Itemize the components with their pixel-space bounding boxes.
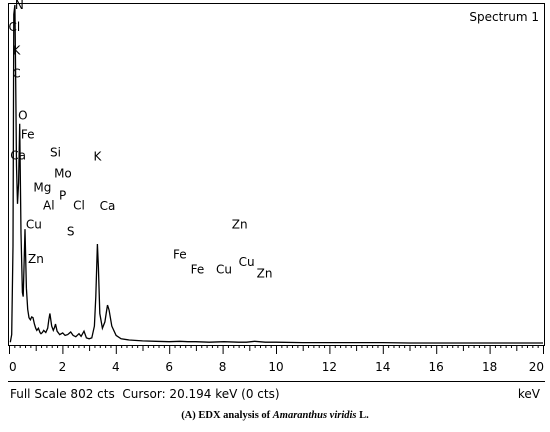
peak-label-k: K	[13, 43, 22, 57]
caption-suffix: L.	[356, 410, 369, 421]
peak-label-fe: Fe	[21, 128, 35, 142]
x-axis-tick-labels: 0 2 4 6 8 10 12 14 16 18 20	[9, 360, 544, 374]
x-tick-label: 6	[165, 360, 173, 374]
x-tick-label: 12	[322, 360, 337, 374]
spectrum-label: Spectrum 1	[469, 10, 539, 24]
peak-label-al: Al	[43, 198, 55, 212]
peak-label-zn: Zn	[232, 217, 248, 231]
peak-label-c: C	[12, 66, 20, 80]
peak-label-zn: Zn	[28, 252, 44, 266]
peak-label-mg: Mg	[33, 180, 51, 194]
x-tick-label: 18	[482, 360, 497, 374]
peak-label-k: K	[93, 150, 102, 164]
peak-label-o: O	[18, 109, 27, 123]
peak-label-mo: Mo	[54, 166, 72, 180]
x-tick-label: 10	[268, 360, 283, 374]
peak-label-si: Si	[50, 146, 61, 160]
caption-prefix: (A) EDX analysis of	[181, 410, 273, 421]
peak-label-cu: Cu	[216, 262, 232, 276]
figure-caption: (A) EDX analysis of Amaranthus viridis L…	[0, 410, 550, 421]
caption-species: Amaranthus viridis	[272, 410, 357, 421]
peak-label-p: P	[59, 189, 66, 203]
peak-label-cu: Cu	[239, 255, 255, 269]
peak-label-ca: Ca	[10, 149, 26, 163]
peak-label-fe: Fe	[191, 262, 205, 276]
peak-label-cl: Cl	[73, 198, 85, 212]
peak-label-n: N	[15, 0, 24, 12]
peak-label-zn: Zn	[257, 267, 273, 281]
x-tick-label: 2	[59, 360, 67, 374]
x-tick-label: 14	[375, 360, 390, 374]
x-axis-ticks	[9, 345, 544, 354]
x-tick-label: 0	[9, 360, 17, 374]
x-tick-label: 16	[429, 360, 444, 374]
x-axis-unit-label: keV	[518, 387, 541, 401]
plot-frame	[8, 3, 545, 346]
x-tick-label: 4	[112, 360, 120, 374]
peak-label-fe: Fe	[173, 248, 187, 262]
peak-label-ca: Ca	[100, 199, 116, 213]
x-tick-label: 8	[219, 360, 227, 374]
spectrum-trace	[9, 4, 543, 344]
peak-label-cu: Cu	[26, 217, 42, 231]
peak-label-s: S	[67, 225, 75, 239]
status-text: Full Scale 802 cts Cursor: 20.194 keV (0…	[10, 387, 280, 401]
x-tick-label: 20	[529, 360, 544, 374]
peak-label-cl: Cl	[8, 20, 20, 34]
